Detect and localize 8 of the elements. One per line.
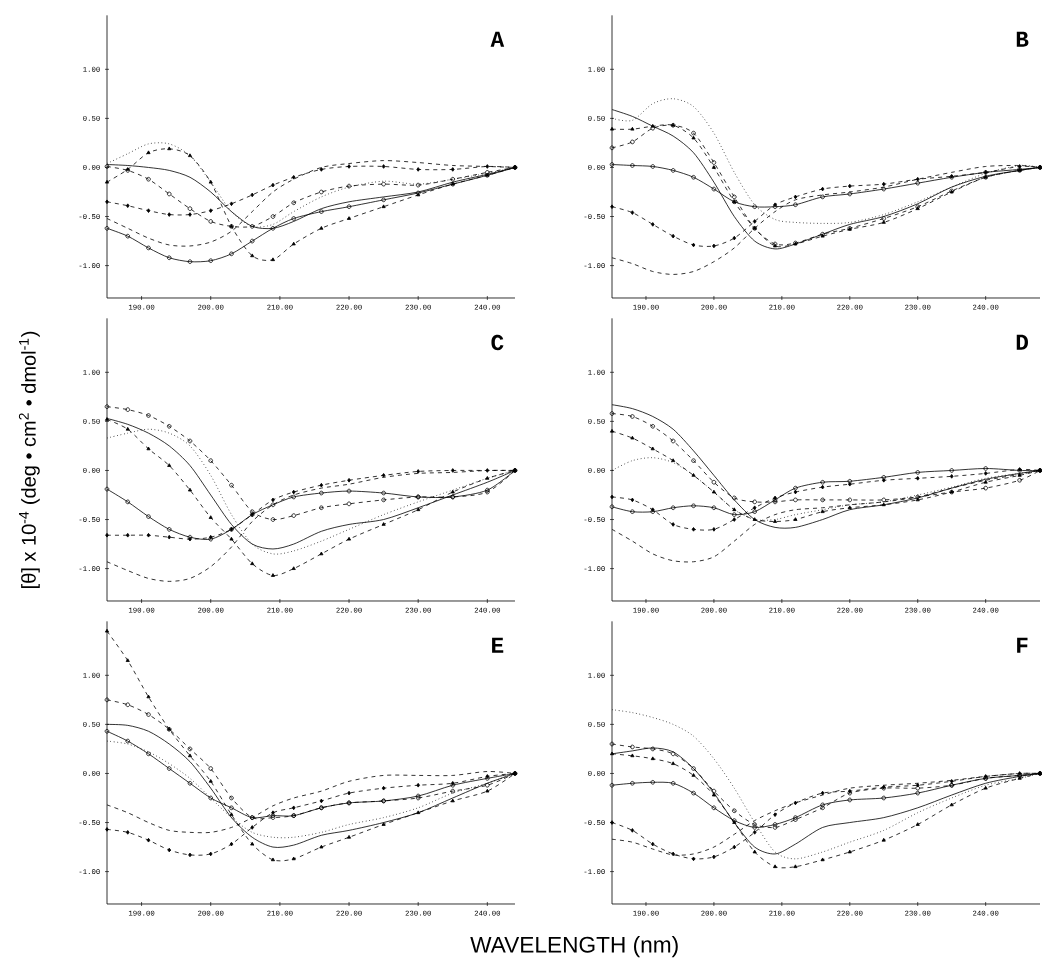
text: D <box>1016 334 1028 350</box>
text: B <box>1016 31 1029 47</box>
text: E <box>492 637 504 653</box>
x-axis-title: WAVELENGTH (nm) <box>470 936 678 958</box>
text: A <box>490 31 505 47</box>
text: C <box>491 334 504 351</box>
text: F <box>1017 637 1028 653</box>
y-axis-title: [θ] x 10$^{-4}$ (deg • cm$^{2}$ • dmol$^{-1}$) <box>18 331 40 588</box>
